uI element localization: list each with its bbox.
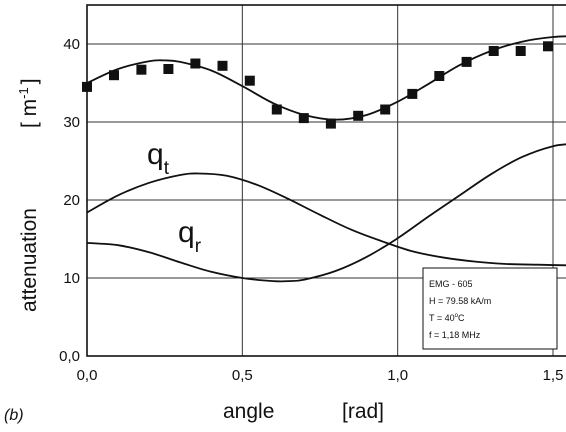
panel-label: (b)	[4, 407, 24, 424]
y-tick-label: 30	[63, 114, 80, 131]
series-label-qr: qr	[178, 216, 202, 257]
info-box: EMG - 605 H = 79.58 kA/m T = 40oC f = 1,…	[422, 267, 558, 350]
y-axis-unit: [ m-1]	[16, 78, 41, 128]
data-point-marker	[109, 70, 119, 81]
data-point-marker	[380, 104, 391, 115]
data-point-marker	[136, 64, 147, 75]
x-axis-unit: [rad]	[342, 400, 384, 423]
series-line-3	[86, 143, 566, 283]
info-frequency: f = 1,18 MHz	[429, 330, 481, 340]
y-tick-label: 20	[63, 192, 80, 209]
series-line-2	[86, 172, 566, 267]
data-point-marker	[298, 113, 309, 124]
data-point-marker	[190, 58, 201, 69]
data-point-marker	[271, 104, 282, 115]
x-axis-title: angle	[223, 400, 274, 423]
x-tick-label: 1,5	[543, 367, 564, 384]
info-field: H = 79.58 kA/m	[429, 296, 491, 306]
data-point-marker	[434, 71, 445, 81]
y-axis-title: attenuation	[18, 208, 41, 312]
info-material: EMG - 605	[429, 279, 473, 289]
data-point-marker	[488, 46, 499, 56]
data-point-marker	[407, 88, 418, 99]
data-point-marker	[461, 56, 472, 67]
data-point-marker	[163, 64, 174, 74]
data-point-marker	[515, 46, 526, 56]
series-label-qt: qt	[147, 138, 170, 179]
x-tick-label: 0,5	[232, 367, 253, 384]
data-point-marker	[325, 118, 336, 129]
y-tick-label: 0,0	[59, 348, 80, 365]
x-tick-label: 0,0	[77, 367, 98, 384]
data-point-marker	[353, 110, 364, 121]
x-tick-label: 1,0	[387, 367, 408, 384]
y-tick-label: 10	[63, 270, 80, 287]
info-temperature: T = 40oC	[429, 313, 465, 323]
y-tick-label: 40	[63, 36, 80, 53]
data-point-marker	[217, 60, 228, 71]
data-point-marker	[543, 41, 553, 52]
data-point-marker	[244, 75, 255, 86]
x-axis-ticks: 0,0 0,5 1,0 1,5	[77, 367, 564, 384]
y-axis-ticks: 0,0 10 20 30 40	[59, 36, 80, 365]
info-box-frame	[422, 267, 558, 350]
plot-frame	[86, 4, 566, 357]
